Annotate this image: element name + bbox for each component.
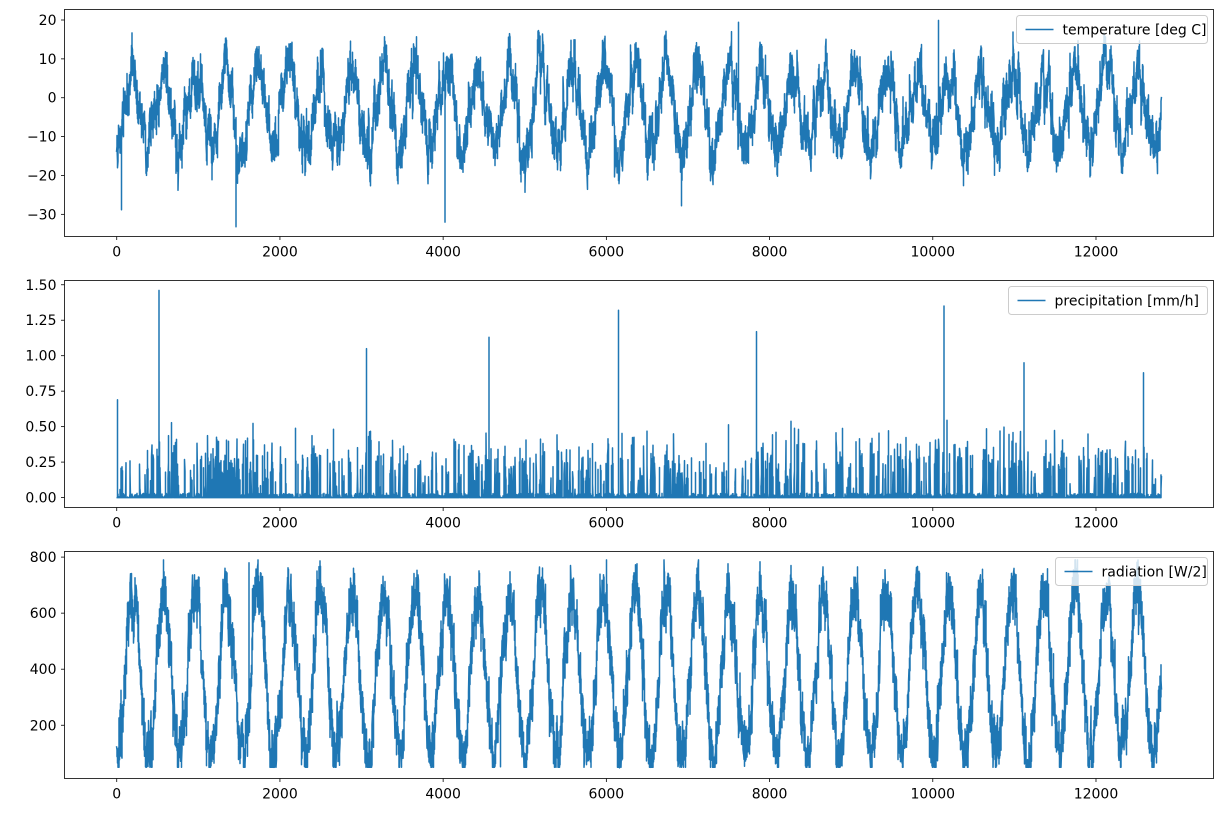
temperature-ytick-label: −20 (27, 168, 57, 184)
temperature-xtick-label: 12000 (1074, 245, 1119, 261)
radiation-axes-frame (64, 551, 1214, 779)
temperature-ytick-label: 0 (48, 91, 57, 107)
radiation-xtick-label: 12000 (1074, 787, 1119, 803)
precipitation-chart: 0 2000 4000 6000 8000 10000 12000 0.00 0.25 0.50 0… (25, 278, 1214, 532)
precipitation-xtick-label: 8000 (752, 516, 788, 532)
temperature-xtick-label: 6000 (589, 245, 625, 261)
precipitation-ytick-label: 1.25 (25, 313, 56, 329)
precipitation-legend (1008, 286, 1208, 315)
precipitation-series-line (116, 289, 1163, 499)
radiation-xtick-label: 4000 (425, 787, 461, 803)
radiation-xtick-label: 10000 (911, 787, 956, 803)
precipitation-ytick-label: 0.00 (25, 491, 56, 507)
temperature-legend-label: temperature [deg C] (1063, 23, 1207, 39)
temperature-xtick-label: 2000 (262, 245, 298, 261)
temperature-ytick-label: 10 (39, 52, 57, 68)
radiation-ytick-label: 600 (30, 606, 57, 622)
precipitation-legend-label: precipitation [mm/h] (1055, 294, 1199, 310)
temperature-legend (1016, 15, 1208, 44)
precipitation-xtick-label: 0 (112, 516, 121, 532)
precipitation-xtick-label: 10000 (911, 516, 956, 532)
temperature-chart: 0 2000 4000 6000 8000 10000 12000 −30 −20 −10 0 10 2… (27, 9, 1214, 261)
temperature-xtick-label: 10000 (911, 245, 956, 261)
temperature-xtick-label: 4000 (425, 245, 461, 261)
temperature-ytick-label: −30 (27, 207, 57, 223)
precipitation-xtick-label: 12000 (1074, 516, 1119, 532)
radiation-xtick-label: 2000 (262, 787, 298, 803)
radiation-ytick-label: 800 (30, 550, 57, 566)
radiation-ytick-label: 400 (30, 662, 57, 678)
precipitation-axes-frame (64, 280, 1214, 508)
radiation-ytick-label: 200 (30, 718, 57, 734)
precipitation-xtick-label: 2000 (262, 516, 298, 532)
radiation-legend-label: radiation [W/2] (1102, 565, 1207, 581)
radiation-legend (1055, 557, 1208, 586)
precipitation-ytick-label: 0.75 (25, 384, 56, 400)
precipitation-ytick-label: 1.50 (25, 278, 56, 294)
radiation-xtick-label: 8000 (752, 787, 788, 803)
precipitation-ytick-label: 0.50 (25, 420, 56, 436)
temperature-axes-frame (64, 9, 1214, 237)
radiation-series-line (115, 559, 1163, 769)
radiation-xtick-label: 0 (112, 787, 121, 803)
precipitation-ytick-label: 1.00 (25, 349, 56, 365)
precipitation-xtick-label: 6000 (589, 516, 625, 532)
temperature-xtick-label: 0 (112, 245, 121, 261)
temperature-ytick-label: 20 (39, 13, 57, 29)
radiation-chart: 0 2000 4000 6000 8000 10000 12000 200 400 600 800 r… (30, 550, 1214, 803)
temperature-xtick-label: 8000 (752, 245, 788, 261)
precipitation-ytick-label: 0.25 (25, 455, 56, 471)
radiation-xtick-label: 6000 (589, 787, 625, 803)
temperature-series-line (115, 19, 1163, 228)
temperature-ytick-label: −10 (27, 130, 57, 146)
precipitation-xtick-label: 4000 (425, 516, 461, 532)
